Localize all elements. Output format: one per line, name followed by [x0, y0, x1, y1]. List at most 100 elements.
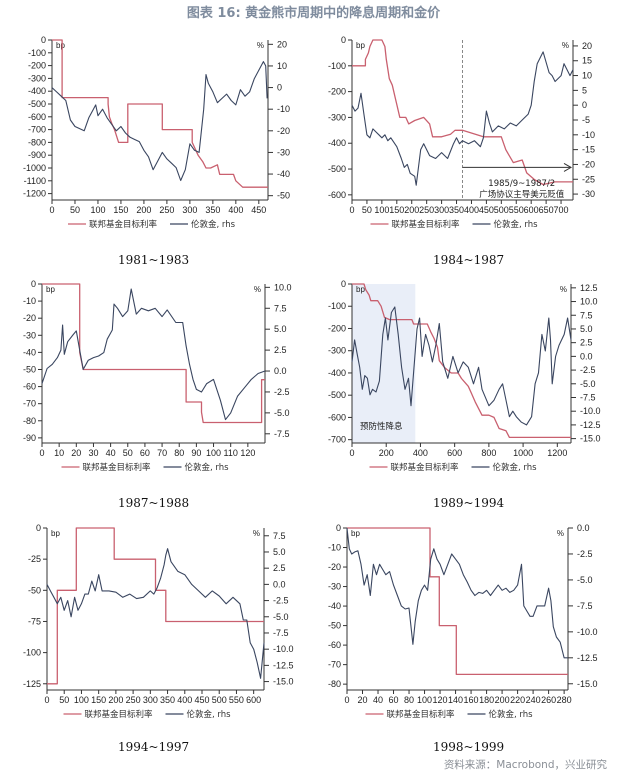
right-tick-label: 0.0 — [580, 351, 593, 361]
legend-label-gold: 伦敦金, rhs — [191, 219, 236, 230]
legend-label-rate: 联邦基金目标利率 — [387, 709, 456, 720]
x-tick-label: 70 — [157, 448, 167, 458]
right-tick-label: -2.5 — [580, 365, 596, 375]
left-tick-label: -300 — [28, 73, 46, 83]
x-tick-label: 160 — [464, 695, 479, 705]
series-fed-funds-rate — [352, 283, 571, 439]
right-tick-label: -10 — [277, 104, 290, 114]
x-tick-label: 300 — [182, 205, 197, 215]
x-tick-label: 50 — [70, 205, 80, 215]
legend-label-gold: 伦敦金, rhs — [494, 219, 539, 230]
right-tick-label: -5.0 — [273, 612, 289, 622]
right-tick-label: 12.5 — [580, 283, 598, 293]
x-tick-label: 250 — [159, 205, 174, 215]
x-tick-label: 0 — [39, 448, 44, 458]
left-tick-label: 0 — [341, 279, 346, 289]
left-unit-label: bp — [51, 529, 60, 538]
right-tick-label: 2.5 — [273, 563, 286, 573]
right-tick-label: -15 — [582, 145, 595, 155]
left-tick-label: -70 — [328, 660, 341, 670]
x-tick-label: 0 — [344, 695, 349, 705]
x-tick-label: 100 — [90, 205, 105, 215]
right-tick-label: -50 — [277, 191, 290, 201]
x-tick-label: 220 — [510, 695, 525, 705]
left-tick-label: -400 — [28, 86, 46, 96]
x-tick-label: 300 — [143, 695, 158, 705]
left-tick-label: 0 — [36, 523, 41, 533]
right-unit-label: % — [560, 285, 567, 294]
right-tick-label: 15 — [582, 56, 592, 66]
x-tick-label: 150 — [389, 205, 404, 215]
left-tick-label: -50 — [328, 621, 341, 631]
left-tick-label: -700 — [328, 435, 346, 445]
x-tick-label: 0 — [349, 448, 354, 458]
legend-label-rate: 联邦基金目标利率 — [85, 709, 154, 720]
legend-label-gold: 伦敦金, rhs — [187, 709, 232, 720]
right-tick-label: -5.0 — [577, 575, 593, 585]
x-tick-label: 350 — [449, 205, 464, 215]
x-tick-label: 120 — [433, 695, 448, 705]
right-tick-label: 0.0 — [273, 579, 286, 589]
right-tick-label: 7.5 — [274, 303, 287, 313]
right-tick-label: 10 — [277, 61, 287, 71]
right-tick-label: -10.0 — [577, 627, 598, 637]
series-london-gold — [51, 61, 268, 182]
left-unit-label: bp — [56, 41, 65, 50]
x-tick-label: 350 — [160, 695, 175, 705]
x-tick-label: 250 — [126, 695, 141, 705]
left-tick-label: -80 — [328, 679, 341, 689]
left-tick-label: -600 — [328, 190, 346, 200]
left-unit-label: bp — [351, 529, 360, 538]
series-fed-funds-rate — [347, 527, 568, 676]
left-tick-label: -200 — [28, 61, 46, 71]
right-tick-label: 10 — [582, 71, 592, 81]
x-tick-label: 180 — [479, 695, 494, 705]
right-tick-label: -2.5 — [273, 596, 289, 606]
caption-1989-1994: 1989~1994 — [433, 496, 505, 510]
legend-label-gold: 伦敦金, rhs — [185, 462, 230, 473]
right-tick-label: 0.0 — [274, 366, 287, 376]
caption-1987-1988: 1987~1988 — [118, 496, 190, 510]
x-tick-label: 300 — [434, 205, 449, 215]
left-tick-label: -600 — [28, 112, 46, 122]
right-tick-label: 20 — [277, 39, 287, 49]
right-tick-label: -12.5 — [577, 653, 598, 663]
left-tick-label: -30 — [23, 330, 36, 340]
left-tick-label: -400 — [328, 368, 346, 378]
x-tick-label: 150 — [113, 205, 128, 215]
right-tick-label: 2.5 — [580, 338, 593, 348]
right-tick-label: -40 — [277, 169, 290, 179]
left-tick-label: 0 — [341, 35, 346, 45]
right-tick-label: -7.5 — [274, 429, 290, 439]
x-tick-label: 400 — [177, 695, 192, 705]
caption-1998-1999: 1998~1999 — [433, 740, 505, 754]
series-fed-funds-rate — [47, 527, 264, 685]
left-tick-label: -400 — [328, 138, 346, 148]
legend-label-gold: 伦敦金, rhs — [489, 709, 534, 720]
left-tick-label: -60 — [23, 382, 36, 392]
left-tick-label: -50 — [28, 585, 41, 595]
left-tick-label: -50 — [23, 364, 36, 374]
shaded-region — [352, 284, 416, 443]
x-tick-label: 0 — [49, 205, 54, 215]
right-tick-label: -10 — [582, 130, 595, 140]
left-tick-label: -70 — [23, 399, 36, 409]
right-tick-label: -5.0 — [580, 379, 596, 389]
x-tick-label: 100 — [74, 695, 89, 705]
left-tick-label: -200 — [328, 323, 346, 333]
x-tick-label: 100 — [417, 695, 432, 705]
x-tick-label: 50 — [59, 695, 69, 705]
series-london-gold — [46, 548, 265, 679]
x-tick-label: 200 — [108, 695, 123, 705]
right-tick-label: -10.0 — [273, 644, 294, 654]
series-london-gold — [351, 51, 574, 186]
x-tick-label: 50 — [123, 448, 133, 458]
left-unit-label: bp — [46, 285, 55, 294]
left-tick-label: -40 — [23, 347, 36, 357]
left-tick-label: 0 — [336, 523, 341, 533]
right-tick-label: 5 — [582, 85, 587, 95]
right-unit-label: % — [257, 41, 264, 50]
left-tick-label: -800 — [28, 137, 46, 147]
x-tick-label: 450 — [194, 695, 209, 705]
right-tick-label: 2.5 — [274, 345, 287, 355]
